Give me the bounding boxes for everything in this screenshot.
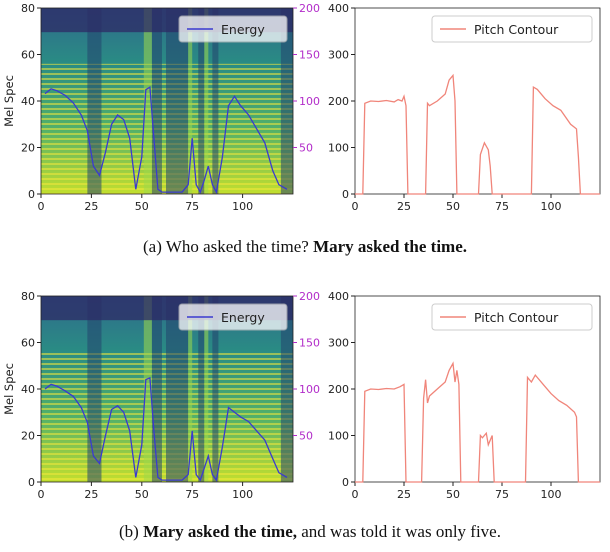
y-tick-label: 40 <box>21 383 35 396</box>
y-tick-label: 400 <box>328 2 349 15</box>
y-tick-label: 400 <box>328 290 349 303</box>
energy-tick-label: 50 <box>299 142 313 155</box>
spectrogram-fricative <box>143 8 152 194</box>
pitch-axes-a: 0 100 200 300 400 0 25 50 75 100 Pitch Contour <box>328 2 601 213</box>
y-tick-label: 200 <box>328 95 349 108</box>
y-tick-label: 60 <box>21 337 35 350</box>
x-tick-label: 0 <box>352 200 359 213</box>
x-tick-label: 0 <box>352 488 359 501</box>
caption-a: (a) Who asked the time? Mary asked the t… <box>143 237 467 256</box>
energy-legend-box <box>178 303 288 331</box>
x-tick-label: 75 <box>495 488 509 501</box>
energy-legend-label: Energy <box>221 310 265 325</box>
spectrogram-silence-band <box>198 296 205 482</box>
panel-b: 0 20 40 60 80 0 25 50 75 100 Mel Spec 50 100 150 200 En… <box>2 290 601 541</box>
x-tick-label: 75 <box>495 200 509 213</box>
spectrogram-silence-band <box>198 8 205 194</box>
y-tick-label: 40 <box>21 95 35 108</box>
pitch-legend-label: Pitch Contour <box>474 22 559 37</box>
spectrogram-silence-band <box>87 8 102 194</box>
x-tick-label: 25 <box>84 488 98 501</box>
pitch-axes-b: 0 100 200 300 400 0 25 50 75 100 Pitch Contour <box>328 290 601 501</box>
y-tick-label: 100 <box>328 142 349 155</box>
x-tick-label: 50 <box>135 200 149 213</box>
panel-a: 0 20 40 60 80 0 25 50 75 100 Mel Spec 50 100 150 200 En… <box>2 2 601 256</box>
spectrogram-silence-band <box>165 296 189 482</box>
y-tick-label: 200 <box>328 383 349 396</box>
y-tick-label: 20 <box>21 430 35 443</box>
pitch-legend-box <box>431 15 593 43</box>
y-axis-label-mel-spec: Mel Spec <box>2 75 16 127</box>
spectrogram-fricative <box>188 296 193 482</box>
spectrogram-fricative <box>204 8 209 194</box>
spectrogram-silence-band <box>87 296 102 482</box>
y-tick-label: 300 <box>328 337 349 350</box>
spectrogram-silence-band <box>280 296 293 482</box>
spectrogram-fricative <box>143 296 152 482</box>
x-tick-label: 25 <box>84 200 98 213</box>
y-axis-label-mel-spec: Mel Spec <box>2 363 16 415</box>
x-tick-label: 100 <box>541 488 562 501</box>
spectrogram-silence-band <box>151 8 162 194</box>
energy-tick-label: 50 <box>299 430 313 443</box>
energy-tick-label: 150 <box>299 49 320 62</box>
spectrogram-silence-band <box>165 8 189 194</box>
y-tick-label: 0 <box>342 188 349 201</box>
spectrogram-silence-band <box>151 296 162 482</box>
y-tick-label: 0 <box>28 188 35 201</box>
x-tick-label: 100 <box>541 200 562 213</box>
spectrogram-fricative <box>188 8 193 194</box>
caption-b: (b) Mary asked the time, and was told it… <box>119 522 501 541</box>
x-tick-label: 50 <box>446 200 460 213</box>
energy-axes-a: 0 20 40 60 80 0 25 50 75 100 Mel Spec 50 100 150 200 En… <box>2 2 320 213</box>
energy-series-line <box>44 85 288 195</box>
energy-tick-label: 200 <box>299 2 320 15</box>
pitch-contour-line <box>355 361 600 483</box>
energy-tick-label: 150 <box>299 337 320 350</box>
x-tick-label: 0 <box>38 488 45 501</box>
spectrogram-silence-band <box>212 8 219 194</box>
energy-legend-label: Energy <box>221 22 265 37</box>
y-tick-label: 300 <box>328 49 349 62</box>
y-tick-label: 20 <box>21 142 35 155</box>
spectrogram-fricative <box>204 296 209 482</box>
x-tick-label: 25 <box>397 488 411 501</box>
y-tick-label: 80 <box>21 2 35 15</box>
energy-legend-box <box>178 15 288 43</box>
pitch-legend-box <box>431 303 593 331</box>
energy-tick-label: 100 <box>299 95 320 108</box>
x-tick-label: 75 <box>185 200 199 213</box>
y-tick-label: 80 <box>21 290 35 303</box>
y-tick-label: 100 <box>328 430 349 443</box>
x-tick-label: 100 <box>232 200 253 213</box>
energy-axes-b: 0 20 40 60 80 0 25 50 75 100 Mel Spec 50 100 150 200 En… <box>2 290 320 501</box>
energy-tick-label: 100 <box>299 383 320 396</box>
x-tick-label: 50 <box>446 488 460 501</box>
x-tick-label: 50 <box>135 488 149 501</box>
spectrogram-silence-band <box>280 8 293 194</box>
x-tick-label: 75 <box>185 488 199 501</box>
pitch-contour-line <box>355 73 600 195</box>
y-tick-label: 60 <box>21 49 35 62</box>
x-tick-label: 100 <box>232 488 253 501</box>
energy-tick-label: 200 <box>299 290 320 303</box>
energy-series-line <box>44 376 288 482</box>
x-tick-label: 25 <box>397 200 411 213</box>
pitch-legend-label: Pitch Contour <box>474 310 559 325</box>
y-tick-label: 0 <box>342 476 349 489</box>
y-tick-label: 0 <box>28 476 35 489</box>
x-tick-label: 0 <box>38 200 45 213</box>
spectrogram-silence-band <box>212 296 219 482</box>
